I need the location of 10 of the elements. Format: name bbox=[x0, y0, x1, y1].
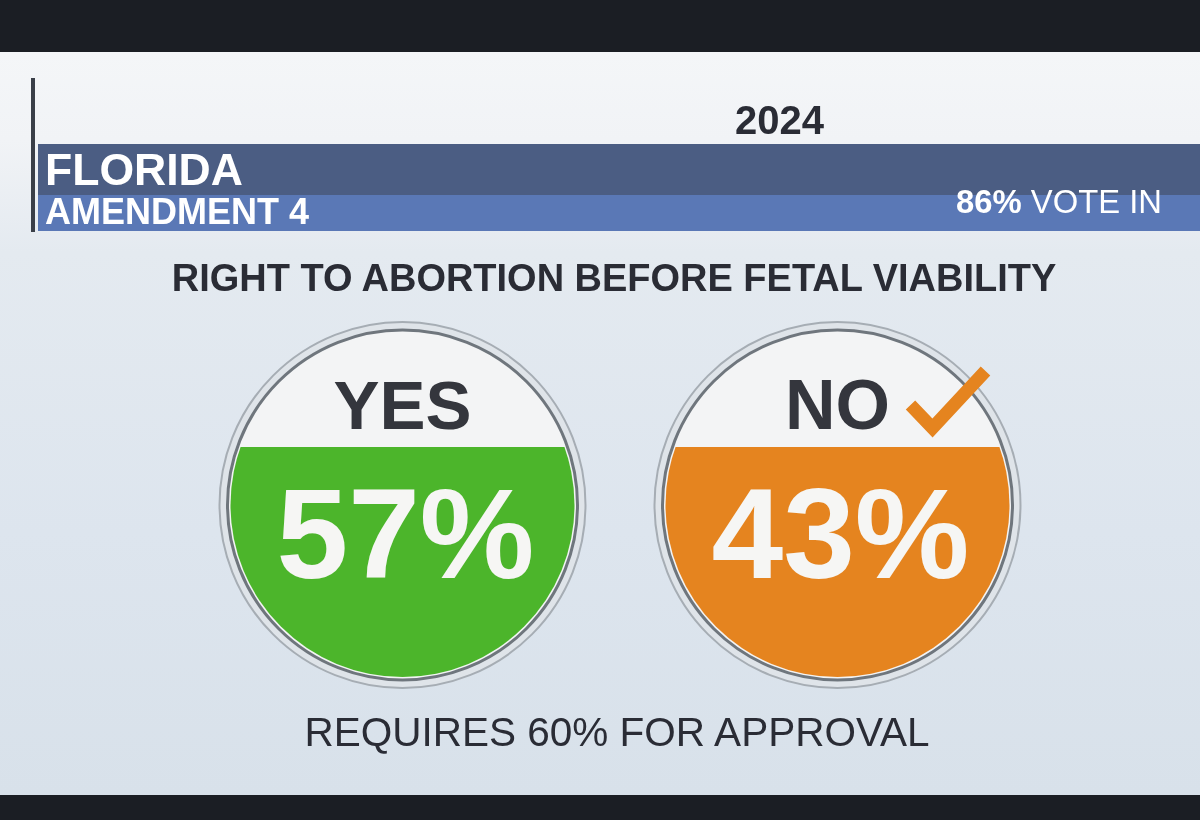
text: 2024 bbox=[735, 98, 825, 142]
data-label: 57% bbox=[276, 461, 535, 605]
data-label: 43% bbox=[711, 461, 970, 605]
text: REQUIRES 60% FOR APPROVAL bbox=[304, 709, 930, 755]
text: FLORIDA bbox=[45, 145, 243, 194]
text: 86% VOTE IN bbox=[956, 183, 1162, 220]
category-label: NO bbox=[785, 366, 890, 444]
text: AMENDMENT 4 bbox=[45, 191, 310, 232]
text: RIGHT TO ABORTION BEFORE FETAL VIABILITY bbox=[171, 257, 1057, 299]
category-label: YES bbox=[333, 367, 472, 444]
